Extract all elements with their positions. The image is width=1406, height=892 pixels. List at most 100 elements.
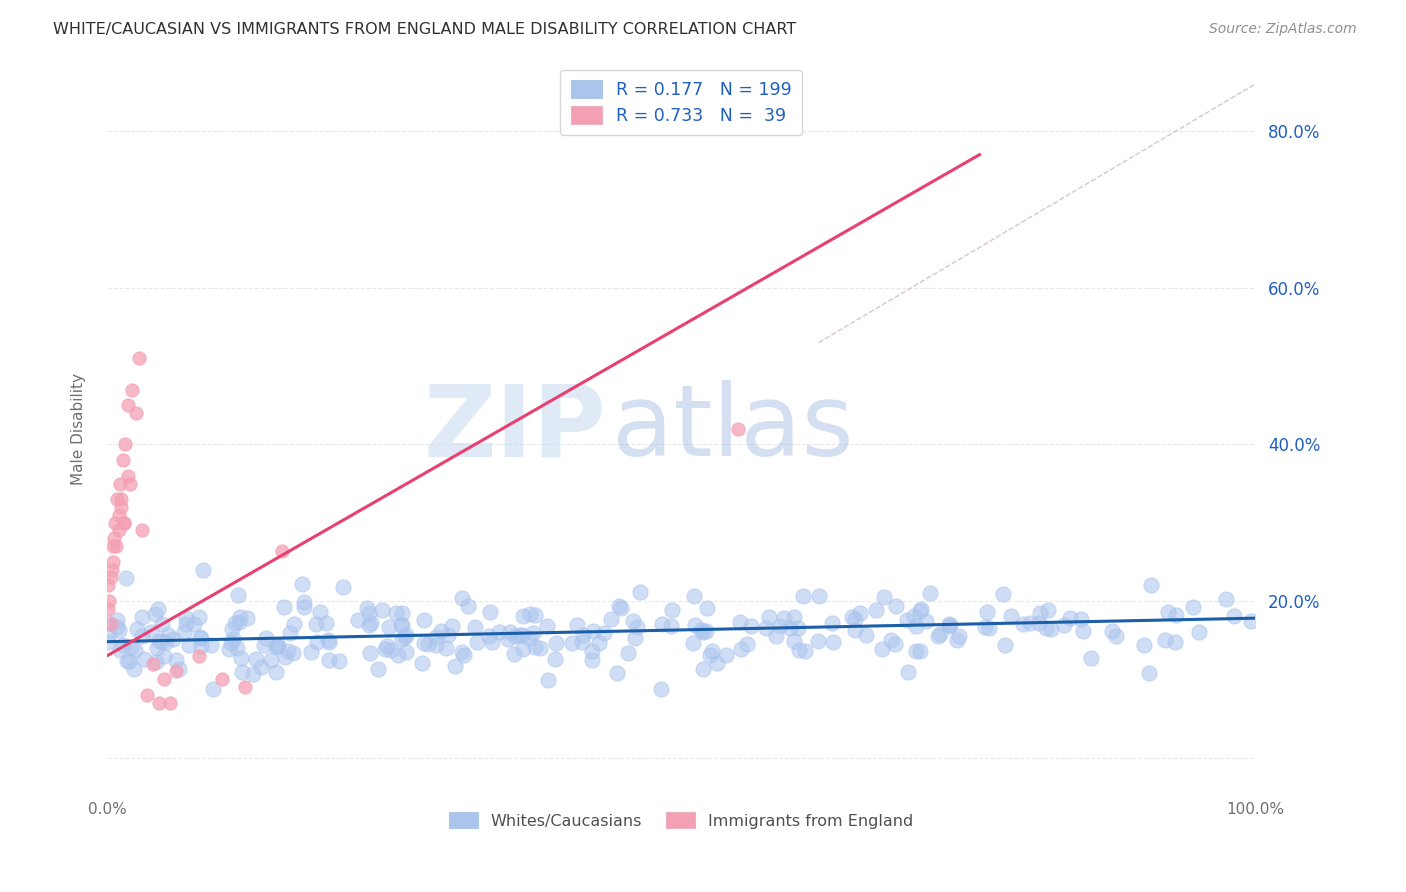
- Point: [1040, 622, 1063, 636]
- Point: [1164, 634, 1187, 648]
- Point: [292, 599, 315, 614]
- Point: [120, 640, 142, 654]
- Point: [1029, 607, 1052, 621]
- Point: [740, 619, 762, 633]
- Point: [97, 578, 120, 592]
- Point: [696, 601, 718, 615]
- Point: [165, 652, 187, 666]
- Point: [946, 633, 969, 648]
- Point: [977, 621, 1000, 635]
- Point: [359, 618, 381, 632]
- Point: [561, 636, 583, 650]
- Point: [155, 635, 177, 649]
- Point: [546, 635, 568, 649]
- Point: [309, 606, 332, 620]
- Point: [385, 606, 408, 620]
- Point: [105, 613, 128, 627]
- Point: [807, 634, 830, 648]
- Point: [128, 351, 150, 366]
- Point: [131, 629, 153, 643]
- Point: [242, 667, 264, 681]
- Point: [291, 577, 314, 591]
- Point: [108, 476, 131, 491]
- Point: [233, 680, 256, 694]
- Point: [904, 619, 927, 633]
- Point: [510, 628, 533, 642]
- Point: [481, 635, 503, 649]
- Point: [254, 632, 277, 646]
- Point: [496, 632, 519, 647]
- Point: [245, 651, 267, 665]
- Point: [107, 508, 129, 522]
- Point: [179, 638, 201, 652]
- Point: [927, 629, 949, 643]
- Point: [991, 587, 1014, 601]
- Point: [855, 628, 877, 642]
- Point: [292, 595, 315, 609]
- Point: [465, 635, 488, 649]
- Point: [650, 682, 672, 697]
- Point: [124, 643, 146, 657]
- Point: [150, 616, 173, 631]
- Point: [264, 640, 287, 654]
- Point: [651, 617, 673, 632]
- Point: [1101, 624, 1123, 639]
- Point: [994, 638, 1017, 652]
- Point: [226, 588, 249, 602]
- Point: [786, 621, 808, 635]
- Point: [347, 613, 370, 627]
- Point: [211, 672, 233, 686]
- Point: [121, 383, 143, 397]
- Point: [260, 653, 283, 667]
- Point: [114, 437, 136, 451]
- Point: [1223, 609, 1246, 624]
- Point: [896, 613, 918, 627]
- Point: [173, 625, 195, 640]
- Point: [112, 516, 135, 530]
- Point: [356, 601, 378, 615]
- Point: [903, 609, 925, 624]
- Point: [145, 655, 167, 669]
- Point: [1105, 629, 1128, 643]
- Point: [690, 623, 713, 637]
- Point: [274, 649, 297, 664]
- Point: [444, 659, 467, 673]
- Point: [157, 628, 180, 642]
- Point: [122, 662, 145, 676]
- Point: [1038, 603, 1060, 617]
- Point: [375, 639, 398, 653]
- Point: [112, 638, 135, 652]
- Point: [787, 643, 810, 657]
- Point: [758, 610, 780, 624]
- Point: [841, 610, 863, 624]
- Point: [125, 406, 148, 420]
- Point: [112, 453, 135, 467]
- Point: [1028, 616, 1050, 631]
- Point: [389, 617, 412, 632]
- Point: [165, 665, 187, 679]
- Point: [105, 539, 128, 553]
- Point: [434, 640, 457, 655]
- Point: [571, 628, 593, 642]
- Point: [228, 615, 250, 629]
- Point: [101, 555, 124, 569]
- Point: [110, 500, 132, 514]
- Point: [692, 662, 714, 676]
- Point: [844, 623, 866, 637]
- Point: [391, 606, 413, 620]
- Point: [626, 620, 648, 634]
- Point: [104, 516, 127, 530]
- Point: [939, 617, 962, 632]
- Point: [264, 665, 287, 680]
- Point: [792, 589, 814, 603]
- Point: [524, 640, 547, 654]
- Point: [488, 625, 510, 640]
- Point: [105, 620, 128, 634]
- Point: [1059, 611, 1081, 625]
- Point: [783, 610, 806, 624]
- Point: [115, 654, 138, 668]
- Point: [592, 626, 614, 640]
- Point: [904, 644, 927, 658]
- Point: [1154, 633, 1177, 648]
- Point: [565, 618, 588, 632]
